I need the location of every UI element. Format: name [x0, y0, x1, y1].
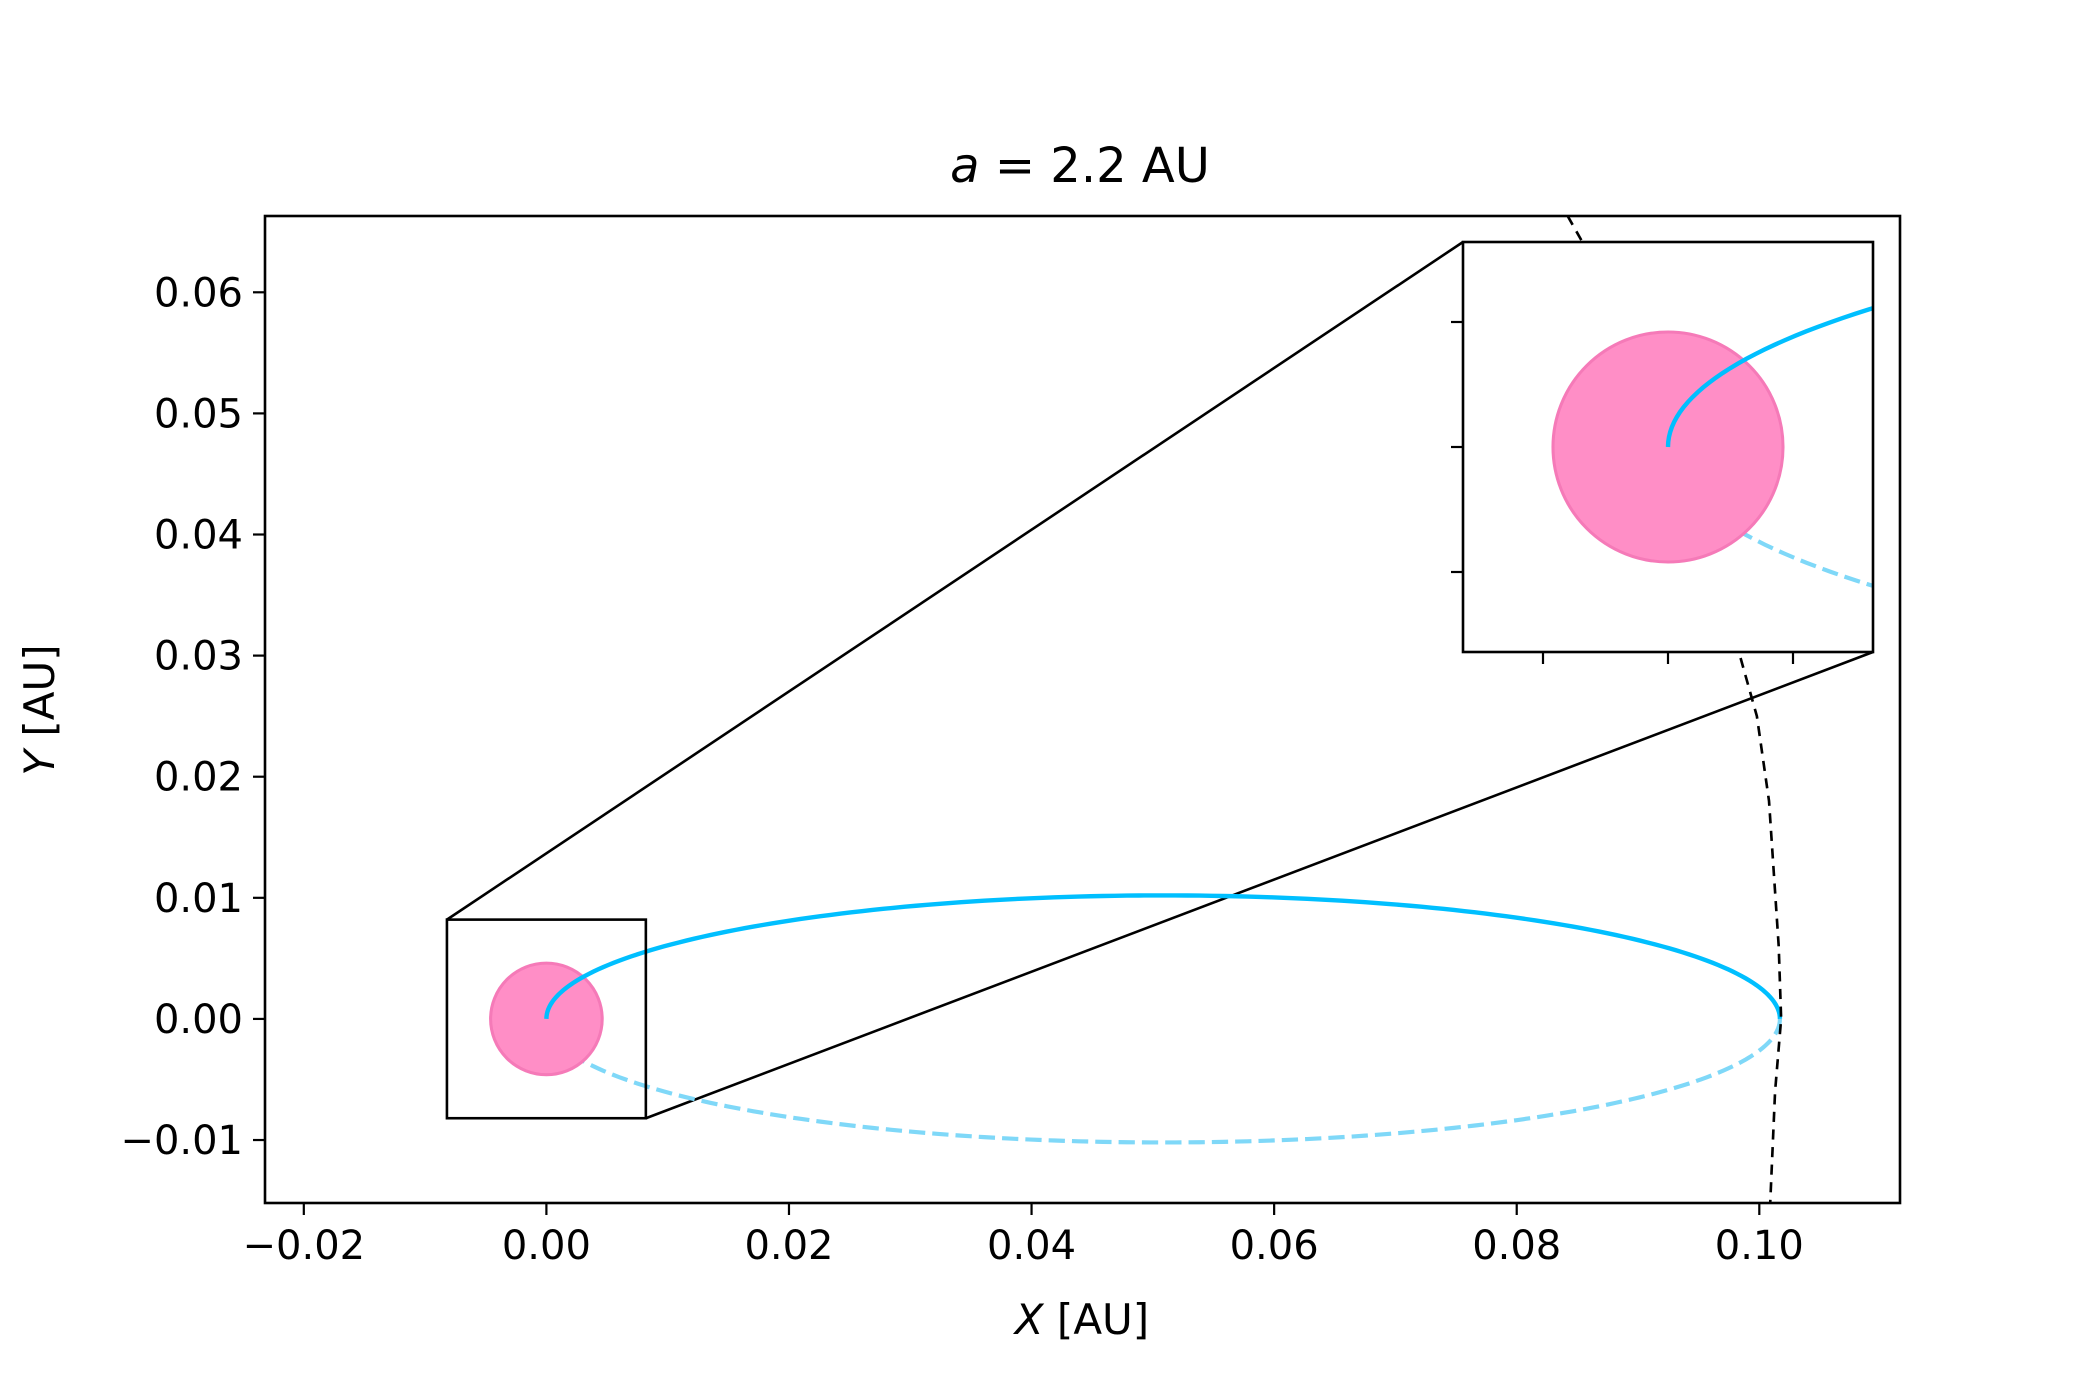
y-tick-label: −0.01	[120, 1118, 243, 1164]
x-axis-variable: X	[1013, 1295, 1045, 1344]
x-axis-unit: [AU]	[1044, 1295, 1150, 1344]
y-tick-label: 0.01	[154, 876, 243, 922]
orbit-front-half	[1665, 305, 1873, 448]
x-axis-ticks: −0.02 0.00 0.02 0.04 0.06 0.08 0.10	[243, 1203, 1804, 1269]
y-axis-variable: Y	[15, 747, 64, 776]
y-tick-label: 0.04	[154, 513, 243, 559]
y-tick-label: 0.06	[154, 270, 243, 316]
chart-title: a = 2.2 AU	[950, 138, 1210, 194]
y-axis-ticks: −0.01 0.00 0.01 0.02 0.03 0.04 0.05 0.06	[120, 270, 265, 1164]
main-axes-frame	[263, 214, 1902, 1205]
star-disk	[489, 961, 604, 1077]
y-tick-label: 0.00	[154, 997, 243, 1043]
orbit-front-half	[544, 893, 1783, 1020]
y-axis-title: Y [AU]	[15, 644, 64, 775]
inset-connector-lines	[446, 240, 1874, 1120]
y-tick-label: 0.05	[154, 391, 243, 437]
orbit-back-half	[544, 1018, 1783, 1145]
x-tick-label: 0.00	[502, 1223, 591, 1269]
zoom-region-box	[445, 918, 648, 1120]
x-tick-label: −0.02	[243, 1223, 366, 1269]
title-value: = 2.2 AU	[980, 138, 1210, 194]
x-tick-label: 0.04	[987, 1223, 1076, 1269]
inset-plot-area	[1551, 305, 1873, 589]
x-tick-label: 0.10	[1715, 1223, 1804, 1269]
connector-line-lower	[645, 650, 1874, 1120]
x-axis-title: X [AU]	[1013, 1295, 1149, 1344]
inset-ticks	[1451, 320, 1795, 664]
x-tick-label: 0.02	[744, 1223, 833, 1269]
y-axis-unit: [AU]	[15, 644, 64, 750]
connector-line-upper	[446, 240, 1464, 921]
x-tick-label: 0.06	[1230, 1223, 1319, 1269]
y-tick-label: 0.03	[154, 634, 243, 680]
y-tick-label: 0.02	[154, 755, 243, 801]
title-variable: a	[950, 138, 979, 194]
x-tick-label: 0.08	[1472, 1223, 1561, 1269]
